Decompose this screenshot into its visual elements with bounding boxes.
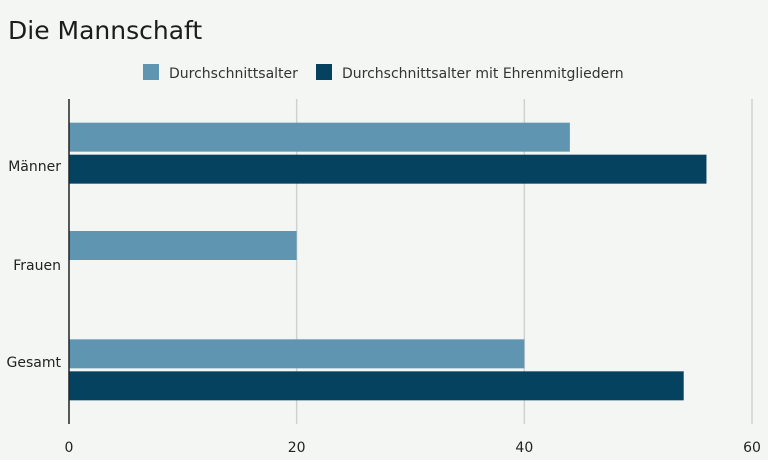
x-tick-label-40: 40 bbox=[515, 440, 533, 456]
bar-frauen-series-0 bbox=[69, 231, 297, 260]
gridlines bbox=[295, 99, 753, 424]
category-labels: Männer Frauen Gesamt bbox=[7, 159, 62, 371]
bar-männer-series-1 bbox=[69, 154, 707, 184]
legend-swatch-durchschnittsalter bbox=[143, 64, 159, 80]
chart-title: Die Mannschaft bbox=[8, 16, 202, 45]
category-label-maenner: Männer bbox=[8, 159, 61, 175]
legend: Durchschnittsalter Durchschnittsalter mi… bbox=[143, 64, 624, 82]
category-label-gesamt: Gesamt bbox=[7, 355, 62, 371]
category-label-frauen: Frauen bbox=[13, 258, 61, 274]
bar-gesamt-series-0 bbox=[69, 339, 525, 369]
bar-gesamt-series-1 bbox=[69, 371, 684, 401]
bars bbox=[69, 122, 707, 401]
legend-label-durchschnittsalter: Durchschnittsalter bbox=[169, 66, 298, 82]
legend-label-mit-ehrenmitgliedern: Durchschnittsalter mit Ehrenmitgliedern bbox=[342, 66, 624, 82]
bar-männer-series-0 bbox=[69, 122, 570, 152]
legend-swatch-mit-ehrenmitgliedern bbox=[316, 64, 332, 80]
x-tick-label-20: 20 bbox=[288, 440, 306, 456]
x-tick-label-60: 60 bbox=[743, 440, 761, 456]
x-tick-labels: 0 20 40 60 bbox=[65, 440, 761, 456]
x-tick-label-0: 0 bbox=[65, 440, 74, 456]
